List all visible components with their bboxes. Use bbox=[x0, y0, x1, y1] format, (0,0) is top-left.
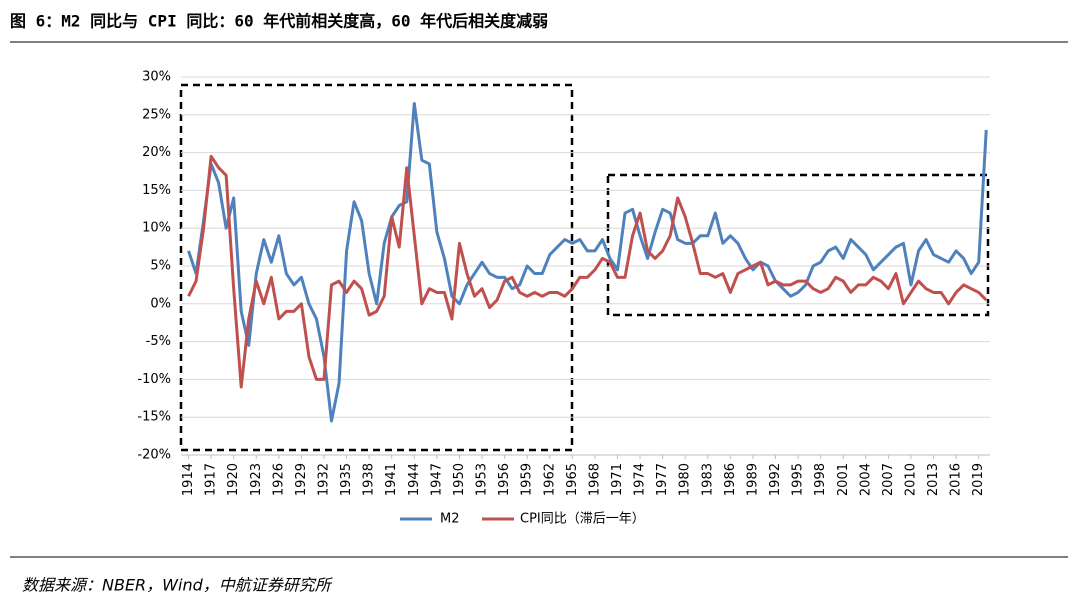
highlight-box bbox=[179, 83, 574, 452]
x-tick-label: 1929 bbox=[294, 463, 309, 496]
x-tick-label: 1989 bbox=[745, 463, 760, 496]
source: 数据来源：NBER，Wind，中航证券研究所 bbox=[22, 576, 334, 595]
x-tick-label: 2007 bbox=[881, 463, 896, 496]
x-tick-label: 1962 bbox=[542, 463, 557, 496]
x-tick-label: 2019 bbox=[971, 463, 986, 496]
x-tick-label: 1914 bbox=[181, 463, 196, 496]
x-tick-label: 1920 bbox=[226, 463, 241, 496]
x-tick-label: 1956 bbox=[497, 463, 512, 496]
x-tick-label: 1998 bbox=[813, 463, 828, 496]
x-tick-label: 1968 bbox=[587, 463, 602, 496]
x-tick-label: 1977 bbox=[655, 463, 670, 496]
y-tick-label: 5% bbox=[150, 259, 171, 274]
x-tick-label: 1938 bbox=[362, 463, 377, 496]
x-tick-label: 2001 bbox=[836, 463, 851, 496]
x-tick-label: 1941 bbox=[384, 463, 399, 496]
y-tick-label: -15% bbox=[137, 410, 171, 425]
x-tick-label: 1980 bbox=[678, 463, 693, 496]
x-tick-label: 1959 bbox=[520, 463, 535, 496]
x-tick-label: 1953 bbox=[475, 463, 490, 496]
series-line bbox=[187, 154, 988, 389]
series-line bbox=[187, 101, 988, 423]
x-tick-label: 2004 bbox=[858, 463, 873, 496]
chart-title: 图 6：M2 同比与 CPI 同比：60 年代前相关度高，60 年代后相关度减弱 bbox=[10, 12, 548, 31]
x-tick-label: 1932 bbox=[316, 463, 331, 496]
plot: -20% -15% -10% -5% 0% 5% 10% 15% 20% 25% 30% 1914 19… bbox=[137, 70, 990, 496]
x-tick-label: 1935 bbox=[339, 463, 354, 496]
x-tick-label: 2013 bbox=[926, 463, 941, 496]
y-tick-label: 0% bbox=[150, 296, 171, 311]
x-tick-label: 1947 bbox=[429, 463, 444, 496]
x-tick-label: 1971 bbox=[610, 463, 625, 496]
x-tick-label: 2010 bbox=[903, 463, 918, 496]
x-tick-label: 1995 bbox=[791, 463, 806, 496]
y-tick-label: 15% bbox=[142, 183, 171, 198]
y-tick-label: -20% bbox=[137, 448, 171, 463]
y-tick-label: 10% bbox=[142, 221, 171, 236]
legend-label: CPI同比（滞后一年） bbox=[520, 512, 645, 527]
y-tick-label: -5% bbox=[146, 334, 171, 349]
x-tick-label: 1926 bbox=[271, 463, 286, 496]
x-tick-label: 1917 bbox=[204, 463, 219, 496]
highlight-box bbox=[606, 173, 990, 317]
y-tick-label: 25% bbox=[142, 107, 171, 122]
x-tick-label: 1944 bbox=[407, 463, 422, 496]
y-tick-label: -10% bbox=[137, 372, 171, 387]
x-tick-label: 1950 bbox=[452, 463, 467, 496]
x-tick-label: 1983 bbox=[700, 463, 715, 496]
x-tick-label: 2016 bbox=[949, 463, 964, 496]
y-tick-label: 30% bbox=[142, 70, 171, 85]
x-tick-label: 1992 bbox=[768, 463, 783, 496]
y-tick-label: 20% bbox=[142, 145, 171, 160]
x-tick-label: 1923 bbox=[249, 463, 264, 496]
legend-label: M2 bbox=[440, 512, 460, 527]
x-tick-label: 1986 bbox=[723, 463, 738, 496]
x-tick-label: 1965 bbox=[565, 463, 580, 496]
x-tick-label: 1974 bbox=[633, 463, 648, 496]
